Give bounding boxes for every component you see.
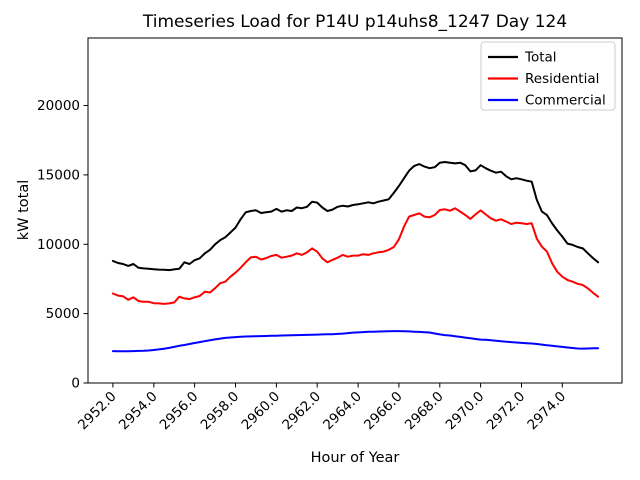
legend: Total Residential Commercial [480, 41, 616, 111]
y-axis-label: kW total [16, 180, 32, 241]
x-axis-label: Hour of Year [311, 450, 400, 466]
series-line-residential [111, 207, 600, 305]
y-ticks: 0 5000 10000 15000 20000 [37, 98, 88, 392]
x-tick-label: 2974.0 [524, 389, 569, 434]
y-tick-label: 20000 [37, 98, 80, 114]
x-tick-label: 2968.0 [402, 389, 447, 434]
x-tick-label: 2958.0 [198, 389, 243, 434]
x-tick-label: 2966.0 [361, 389, 406, 434]
legend-label-total: Total [524, 50, 557, 66]
legend-label-residential: Residential [525, 71, 599, 87]
x-tick-label: 2962.0 [279, 389, 324, 434]
legend-box [480, 41, 616, 111]
axes-frame [87, 37, 623, 384]
y-tick-label: 5000 [46, 306, 80, 322]
x-tick-label: 2960.0 [239, 389, 284, 434]
x-tick-label: 2972.0 [484, 389, 529, 434]
y-tick-label: 10000 [37, 237, 80, 253]
x-tick-label: 2970.0 [443, 389, 488, 434]
legend-label-commercial: Commercial [525, 93, 606, 109]
y-tick-label: 15000 [37, 167, 80, 183]
x-tick-label: 2964.0 [320, 389, 365, 434]
x-tick-label: 2954.0 [116, 389, 161, 434]
series-line-commercial [111, 330, 600, 353]
chart-title: Timeseries Load for P14U p14uhs8_1247 Da… [142, 12, 567, 32]
x-ticks: 2952.02954.02956.02958.02960.02962.02964… [75, 383, 569, 433]
y-tick-label: 0 [71, 376, 80, 392]
x-tick-label: 2952.0 [75, 389, 120, 434]
series-lines [111, 161, 600, 353]
x-tick-label: 2956.0 [157, 389, 202, 434]
series-line-total [111, 161, 600, 272]
